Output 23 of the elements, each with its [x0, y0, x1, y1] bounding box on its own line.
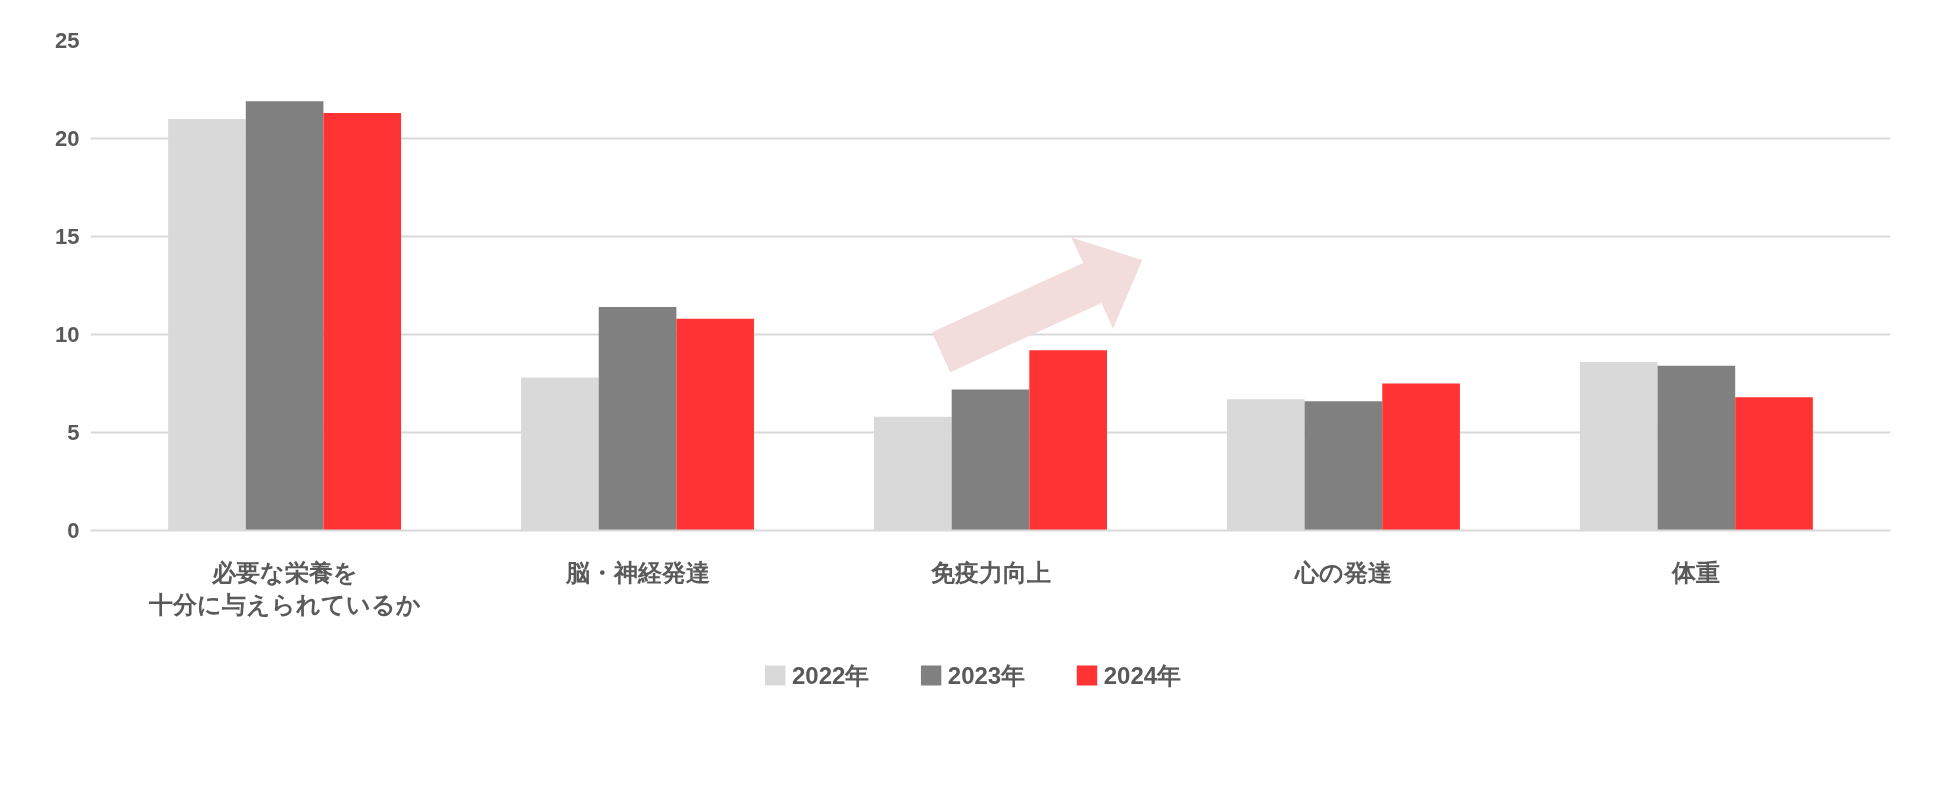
y-tick-label: 10	[55, 322, 80, 347]
x-tick-label: 心の発達	[1293, 558, 1392, 586]
bar	[598, 307, 677, 531]
bar	[245, 101, 324, 531]
x-tick-label: 脳・神経発達	[564, 558, 710, 586]
y-tick-label: 25	[55, 28, 80, 53]
bar	[1304, 401, 1383, 531]
x-tick-label: 免疫力向上	[929, 558, 1051, 586]
y-tick-label: 15	[55, 224, 80, 249]
bar	[1382, 383, 1460, 531]
legend-label: 2024年	[1103, 662, 1182, 689]
x-tick-label: 体重	[1671, 558, 1721, 586]
y-tick-label: 0	[67, 518, 80, 543]
legend-label: 2023年	[947, 662, 1026, 689]
bar	[1735, 397, 1813, 531]
legend-label: 2022年	[791, 662, 870, 689]
bar	[1657, 365, 1736, 531]
y-tick-label: 20	[55, 126, 80, 151]
bar	[323, 113, 402, 531]
x-tick-label: 必要な栄養を十分に与えられているか	[147, 558, 421, 618]
bar	[951, 389, 1030, 531]
bar	[676, 318, 755, 531]
y-tick-label: 5	[67, 420, 80, 445]
